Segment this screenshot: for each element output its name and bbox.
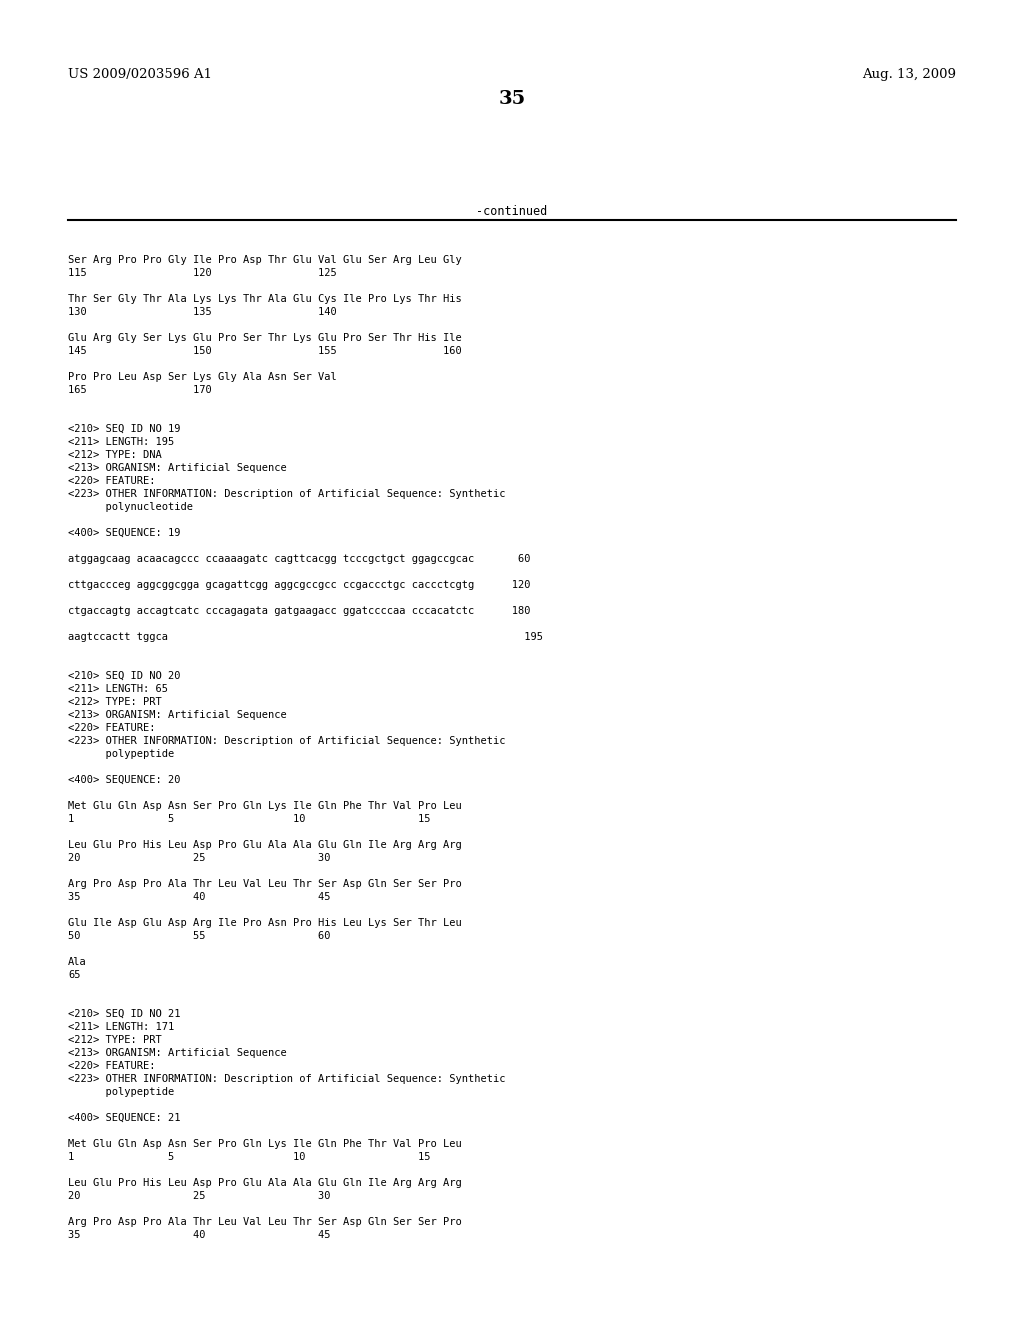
Text: <400> SEQUENCE: 19: <400> SEQUENCE: 19 [68,528,180,539]
Text: <400> SEQUENCE: 20: <400> SEQUENCE: 20 [68,775,180,785]
Text: US 2009/0203596 A1: US 2009/0203596 A1 [68,69,212,81]
Text: Thr Ser Gly Thr Ala Lys Lys Thr Ala Glu Cys Ile Pro Lys Thr His: Thr Ser Gly Thr Ala Lys Lys Thr Ala Glu … [68,294,462,304]
Text: polypeptide: polypeptide [68,748,174,759]
Text: 1               5                   10                  15: 1 5 10 15 [68,1152,430,1162]
Text: Arg Pro Asp Pro Ala Thr Leu Val Leu Thr Ser Asp Gln Ser Ser Pro: Arg Pro Asp Pro Ala Thr Leu Val Leu Thr … [68,1217,462,1228]
Text: Leu Glu Pro His Leu Asp Pro Glu Ala Ala Glu Gln Ile Arg Arg Arg: Leu Glu Pro His Leu Asp Pro Glu Ala Ala … [68,840,462,850]
Text: <210> SEQ ID NO 19: <210> SEQ ID NO 19 [68,424,180,434]
Text: 20                  25                  30: 20 25 30 [68,853,331,863]
Text: <213> ORGANISM: Artificial Sequence: <213> ORGANISM: Artificial Sequence [68,710,287,719]
Text: <223> OTHER INFORMATION: Description of Artificial Sequence: Synthetic: <223> OTHER INFORMATION: Description of … [68,1074,506,1084]
Text: 115                 120                 125: 115 120 125 [68,268,337,279]
Text: <211> LENGTH: 65: <211> LENGTH: 65 [68,684,168,694]
Text: Pro Pro Leu Asp Ser Lys Gly Ala Asn Ser Val: Pro Pro Leu Asp Ser Lys Gly Ala Asn Ser … [68,372,337,381]
Text: <223> OTHER INFORMATION: Description of Artificial Sequence: Synthetic: <223> OTHER INFORMATION: Description of … [68,488,506,499]
Text: <210> SEQ ID NO 21: <210> SEQ ID NO 21 [68,1008,180,1019]
Text: Ala: Ala [68,957,87,968]
Text: 35                  40                  45: 35 40 45 [68,892,331,902]
Text: <223> OTHER INFORMATION: Description of Artificial Sequence: Synthetic: <223> OTHER INFORMATION: Description of … [68,737,506,746]
Text: 145                 150                 155                 160: 145 150 155 160 [68,346,462,356]
Text: <220> FEATURE:: <220> FEATURE: [68,1061,156,1071]
Text: Arg Pro Asp Pro Ala Thr Leu Val Leu Thr Ser Asp Gln Ser Ser Pro: Arg Pro Asp Pro Ala Thr Leu Val Leu Thr … [68,879,462,888]
Text: 20                  25                  30: 20 25 30 [68,1191,331,1201]
Text: Ser Arg Pro Pro Gly Ile Pro Asp Thr Glu Val Glu Ser Arg Leu Gly: Ser Arg Pro Pro Gly Ile Pro Asp Thr Glu … [68,255,462,265]
Text: <211> LENGTH: 171: <211> LENGTH: 171 [68,1022,174,1032]
Text: 35: 35 [499,90,525,108]
Text: atggagcaag acaacagccc ccaaaagatc cagttcacgg tcccgctgct ggagccgcac       60: atggagcaag acaacagccc ccaaaagatc cagttca… [68,554,530,564]
Text: 35                  40                  45: 35 40 45 [68,1230,331,1239]
Text: Glu Arg Gly Ser Lys Glu Pro Ser Thr Lys Glu Pro Ser Thr His Ile: Glu Arg Gly Ser Lys Glu Pro Ser Thr Lys … [68,333,462,343]
Text: <220> FEATURE:: <220> FEATURE: [68,723,156,733]
Text: ctgaccagtg accagtcatc cccagagata gatgaagacc ggatccccaa cccacatctc      180: ctgaccagtg accagtcatc cccagagata gatgaag… [68,606,530,616]
Text: Met Glu Gln Asp Asn Ser Pro Gln Lys Ile Gln Phe Thr Val Pro Leu: Met Glu Gln Asp Asn Ser Pro Gln Lys Ile … [68,1139,462,1148]
Text: -continued: -continued [476,205,548,218]
Text: Aug. 13, 2009: Aug. 13, 2009 [862,69,956,81]
Text: aagtccactt tggca                                                         195: aagtccactt tggca 195 [68,632,543,642]
Text: 50                  55                  60: 50 55 60 [68,931,331,941]
Text: Glu Ile Asp Glu Asp Arg Ile Pro Asn Pro His Leu Lys Ser Thr Leu: Glu Ile Asp Glu Asp Arg Ile Pro Asn Pro … [68,917,462,928]
Text: <220> FEATURE:: <220> FEATURE: [68,477,156,486]
Text: <212> TYPE: DNA: <212> TYPE: DNA [68,450,162,459]
Text: <213> ORGANISM: Artificial Sequence: <213> ORGANISM: Artificial Sequence [68,463,287,473]
Text: Met Glu Gln Asp Asn Ser Pro Gln Lys Ile Gln Phe Thr Val Pro Leu: Met Glu Gln Asp Asn Ser Pro Gln Lys Ile … [68,801,462,810]
Text: cttgaccceg aggcggcgga gcagattcgg aggcgccgcc ccgaccctgc caccctcgtg      120: cttgaccceg aggcggcgga gcagattcgg aggcgcc… [68,579,530,590]
Text: 165                 170: 165 170 [68,385,212,395]
Text: <211> LENGTH: 195: <211> LENGTH: 195 [68,437,174,447]
Text: 1               5                   10                  15: 1 5 10 15 [68,814,430,824]
Text: <212> TYPE: PRT: <212> TYPE: PRT [68,1035,162,1045]
Text: Leu Glu Pro His Leu Asp Pro Glu Ala Ala Glu Gln Ile Arg Arg Arg: Leu Glu Pro His Leu Asp Pro Glu Ala Ala … [68,1177,462,1188]
Text: <212> TYPE: PRT: <212> TYPE: PRT [68,697,162,708]
Text: <210> SEQ ID NO 20: <210> SEQ ID NO 20 [68,671,180,681]
Text: 65: 65 [68,970,81,979]
Text: 130                 135                 140: 130 135 140 [68,308,337,317]
Text: polypeptide: polypeptide [68,1086,174,1097]
Text: <400> SEQUENCE: 21: <400> SEQUENCE: 21 [68,1113,180,1123]
Text: polynucleotide: polynucleotide [68,502,193,512]
Text: <213> ORGANISM: Artificial Sequence: <213> ORGANISM: Artificial Sequence [68,1048,287,1059]
